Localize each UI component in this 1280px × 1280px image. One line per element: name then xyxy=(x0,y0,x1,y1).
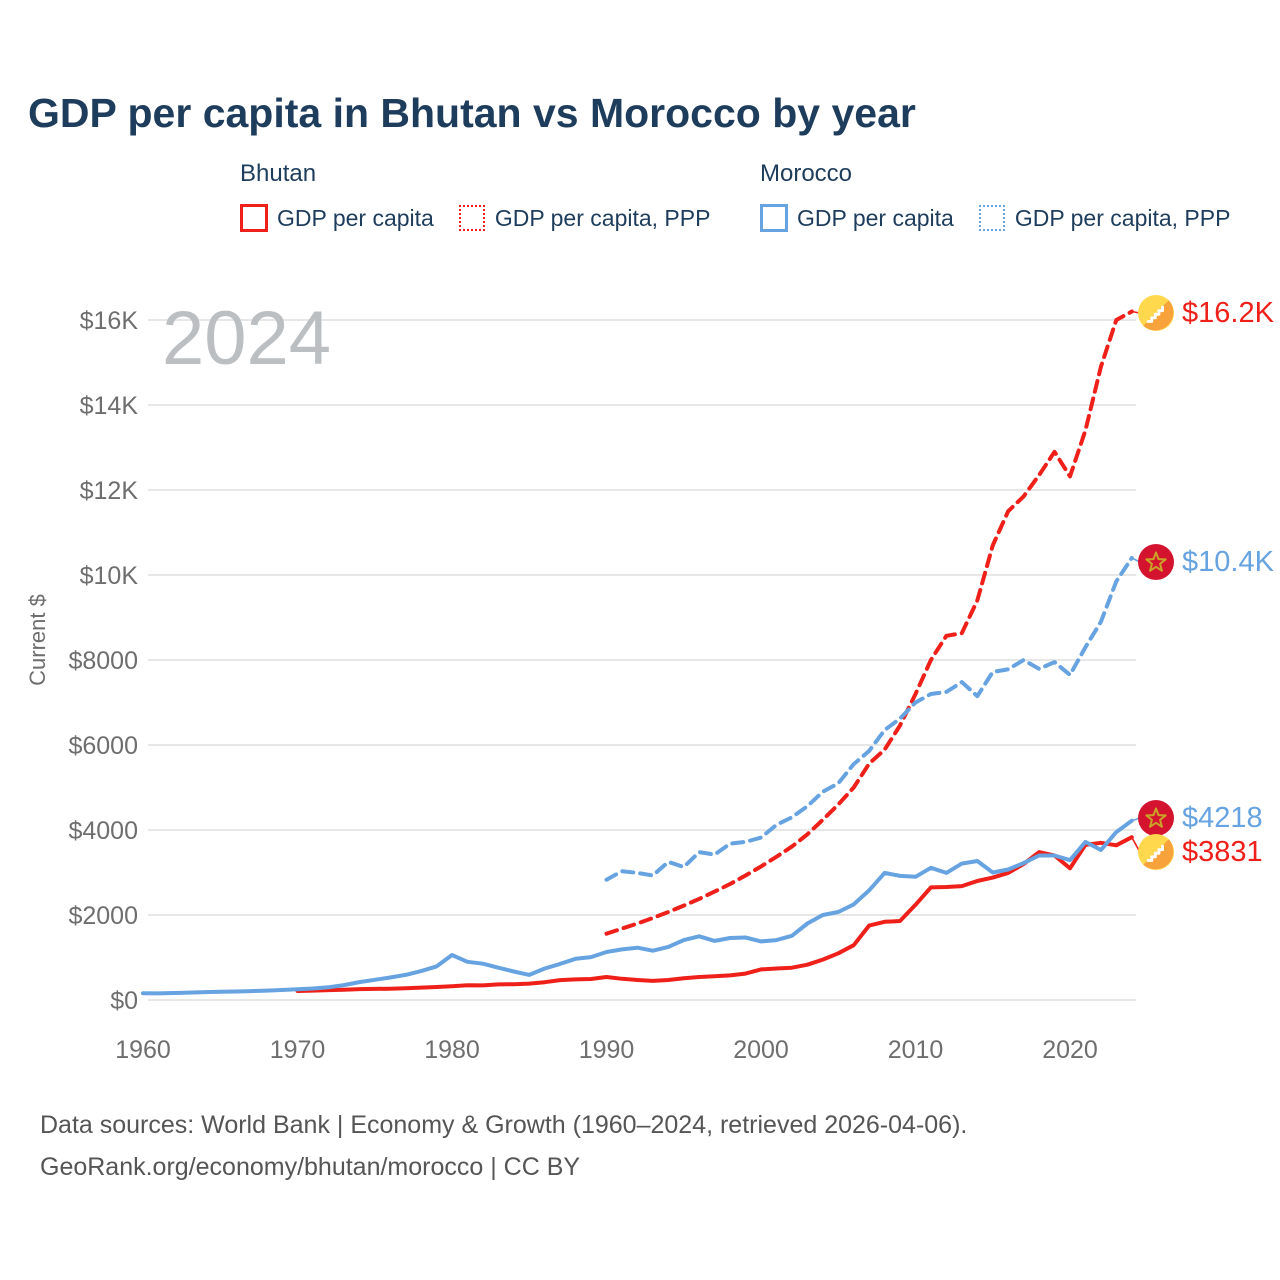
footer: Data sources: World Bank | Economy & Gro… xyxy=(40,1104,967,1188)
legend-swatch-bhutan-dotted xyxy=(458,205,485,231)
end-label-morocco-ppp: $10.4K xyxy=(1138,544,1274,580)
bhutan-flag-icon xyxy=(1138,834,1174,870)
x-axis-tick: 2020 xyxy=(1042,1036,1098,1064)
legend-item-label: GDP per capita xyxy=(797,204,954,231)
y-axis-tick: $2000 xyxy=(68,902,138,930)
footer-attribution: GeoRank.org/economy/bhutan/morocco | CC … xyxy=(40,1153,581,1181)
end-label-value: $16.2K xyxy=(1182,296,1274,329)
y-axis-tick: $16K xyxy=(80,307,139,335)
morocco-flag-icon xyxy=(1138,800,1174,836)
legend-item-bhutan-gdp[interactable]: GDP per capita xyxy=(240,204,434,232)
y-axis-tick: $10K xyxy=(80,562,139,590)
y-axis-tick: $12K xyxy=(80,477,139,505)
x-axis-tick: 1960 xyxy=(115,1036,171,1064)
y-axis-tick: $4000 xyxy=(68,817,138,845)
x-axis-tick: 2010 xyxy=(888,1036,944,1064)
legend-swatch-morocco-dotted xyxy=(978,205,1005,231)
end-label-value: $10.4K xyxy=(1182,545,1274,578)
footer-sources: Data sources: World Bank | Economy & Gro… xyxy=(40,1111,968,1139)
y-axis-title: Current $ xyxy=(25,594,50,686)
series-line-morocco-gdp[interactable] xyxy=(141,818,1134,996)
y-axis-tick: $8000 xyxy=(68,647,138,675)
end-label-bhutan-ppp: $16.2K xyxy=(1138,295,1274,331)
page-title: GDP per capita in Bhutan vs Morocco by y… xyxy=(28,90,916,136)
y-axis-tick: $6000 xyxy=(68,732,138,760)
legend-swatch-bhutan-solid xyxy=(240,204,268,232)
legend-group-label-morocco: Morocco xyxy=(760,160,853,187)
morocco-flag-icon xyxy=(1138,544,1174,580)
legend-item-morocco-gdp-ppp[interactable]: GDP per capita, PPP xyxy=(978,204,1231,232)
x-axis-tick: 1970 xyxy=(270,1036,326,1064)
legend-group-morocco: Morocco GDP per capita GDP per capita, P… xyxy=(760,160,1230,232)
series-line-morocco-ppp[interactable] xyxy=(604,556,1134,882)
legend-group-bhutan: Bhutan GDP per capita GDP per capita, PP… xyxy=(240,160,710,232)
legend-item-label: GDP per capita xyxy=(277,204,434,231)
x-axis-tick: 1990 xyxy=(579,1036,635,1064)
legend-item-bhutan-gdp-ppp[interactable]: GDP per capita, PPP xyxy=(458,204,711,232)
y-axis-tick: $0 xyxy=(110,987,138,1015)
series-line-bhutan-gdp[interactable] xyxy=(295,835,1134,993)
x-axis-tick: 1980 xyxy=(424,1036,480,1064)
end-label-morocco-gdp: $4218 xyxy=(1138,800,1263,836)
y-axis-tick: $14K xyxy=(80,392,139,420)
x-axis-tick: 2000 xyxy=(733,1036,789,1064)
legend-group-label-bhutan: Bhutan xyxy=(240,160,317,187)
legend-item-label: GDP per capita, PPP xyxy=(1014,204,1231,231)
legend-item-morocco-gdp[interactable]: GDP per capita xyxy=(760,204,954,232)
legend-item-label: GDP per capita, PPP xyxy=(494,204,711,231)
bhutan-flag-icon xyxy=(1138,295,1174,331)
watermark-year: 2024 xyxy=(162,296,331,381)
end-label-value: $4218 xyxy=(1182,801,1263,834)
end-label-value: $3831 xyxy=(1182,835,1263,868)
series-line-bhutan-ppp[interactable] xyxy=(604,309,1134,936)
end-label-bhutan-gdp: $3831 xyxy=(1138,834,1263,870)
legend-swatch-morocco-solid xyxy=(760,204,788,232)
